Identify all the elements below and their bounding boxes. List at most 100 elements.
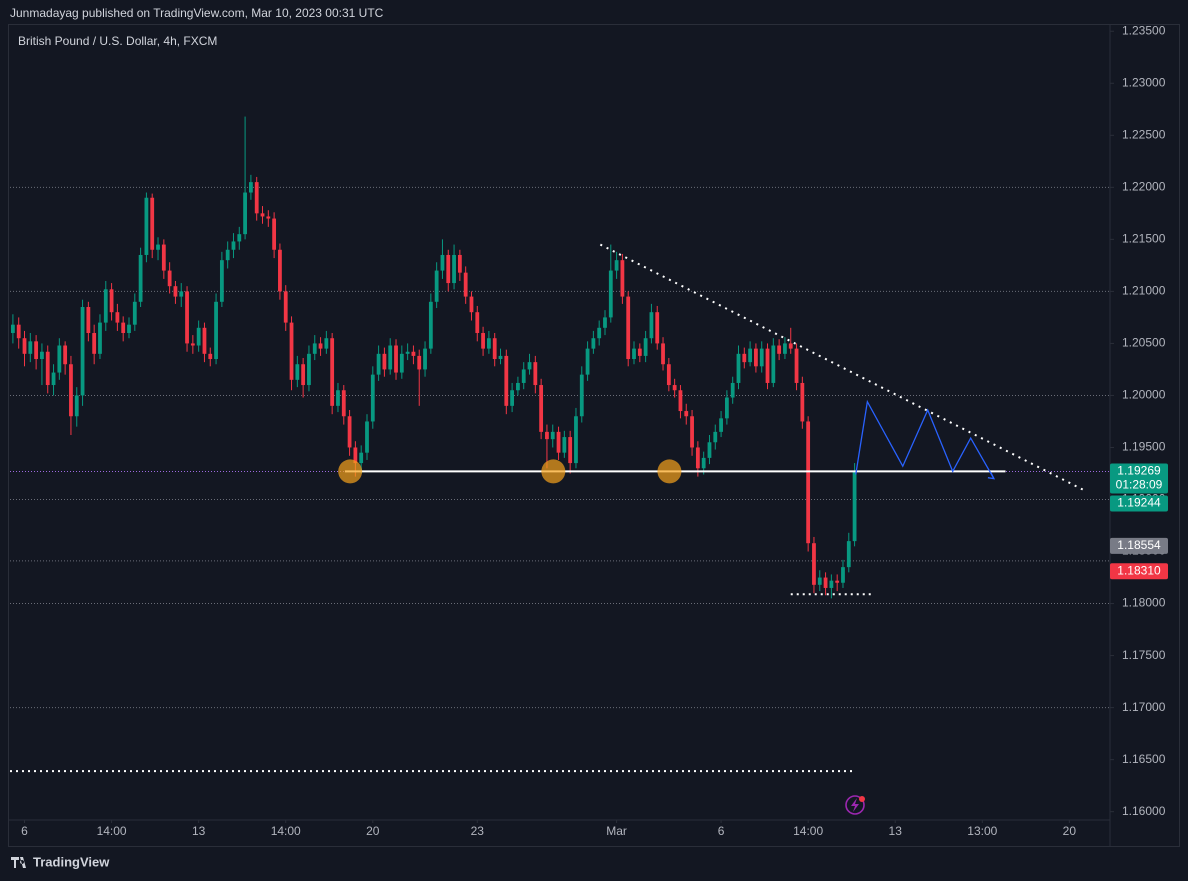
candle-body (806, 421, 811, 544)
candle-body (161, 244, 166, 271)
candle-body (533, 362, 538, 386)
candle-body (260, 213, 265, 217)
candle-body (16, 324, 21, 339)
candle-body (446, 254, 451, 284)
candle-body (417, 355, 422, 370)
y-tick-label: 1.17000 (1122, 700, 1166, 714)
candle-body (701, 457, 706, 469)
x-tick-label: 13 (192, 824, 206, 838)
plot (10, 116, 1110, 773)
x-tick-label: Mar (606, 824, 627, 838)
candle-body (724, 397, 729, 419)
candle-body (341, 390, 346, 417)
price-label: 1.19244 (1117, 496, 1161, 510)
candle-body (591, 338, 596, 349)
candle-body (411, 351, 416, 356)
candle-body (469, 296, 474, 313)
candle-body (777, 345, 782, 354)
candle-body (359, 452, 364, 464)
candle-body (457, 254, 462, 273)
candle-body (852, 471, 857, 542)
candle-body (231, 241, 236, 250)
candle-body (69, 364, 73, 417)
candle-body (672, 385, 677, 391)
candle-body (127, 324, 131, 334)
candle-body (266, 216, 271, 219)
y-tick-label: 1.18000 (1122, 596, 1166, 610)
candle-body (324, 338, 329, 349)
x-tick-label: 6 (718, 824, 725, 838)
candle-body (301, 364, 306, 386)
candle-body (115, 312, 120, 323)
candle-body (835, 580, 840, 583)
candle-body (423, 348, 427, 370)
candle-body (347, 416, 352, 448)
candle-body (219, 260, 224, 302)
projection-arrow (987, 472, 996, 480)
candle-body (208, 353, 213, 360)
candle-body (388, 345, 393, 370)
price-label: 1.19269 (1117, 464, 1161, 478)
candle-body (34, 341, 39, 360)
alert-icon (845, 795, 865, 815)
candle-body (248, 182, 253, 193)
candle-body (661, 343, 665, 365)
candle-body (695, 447, 700, 469)
candle-body (295, 364, 300, 380)
y-tick-label: 1.23500 (1122, 23, 1166, 37)
candle-body (632, 348, 636, 360)
candle-body (759, 348, 764, 367)
price-label: 1.18310 (1117, 563, 1161, 577)
y-tick-label: 1.19500 (1122, 440, 1166, 454)
candle-body (365, 421, 369, 453)
candle-body (707, 442, 712, 458)
candle-body (51, 372, 56, 386)
candle-body (754, 348, 758, 367)
price-label-box (1110, 563, 1168, 580)
countdown: 01:28:09 (1116, 478, 1163, 492)
candle-body (556, 431, 561, 453)
candle-body (713, 431, 718, 443)
candle-body (190, 343, 195, 346)
candle-body (765, 348, 770, 383)
candle-body (98, 322, 102, 354)
candle-body (138, 254, 143, 302)
candle-body (185, 291, 189, 344)
candle-body (179, 291, 184, 297)
candle-body (28, 341, 33, 354)
candle-body (527, 362, 532, 370)
candle-body (202, 327, 207, 354)
candle-body (562, 437, 567, 453)
candle-body (283, 291, 288, 323)
candle-body (603, 317, 607, 328)
candle-body (730, 382, 735, 398)
candle-body (173, 286, 178, 297)
y-tick-label: 1.23000 (1122, 75, 1166, 89)
candle-body (74, 395, 79, 417)
candle-body (196, 327, 201, 346)
candle-body (254, 182, 259, 214)
y-tick-label: 1.16500 (1122, 752, 1166, 766)
touch-marker (338, 459, 363, 484)
touch-marker (657, 459, 682, 484)
candle-body (719, 418, 723, 432)
candle-body (376, 353, 381, 375)
candle-body (394, 345, 398, 373)
candle-body (545, 431, 549, 440)
candle-body (475, 312, 480, 334)
candle-body (783, 343, 787, 354)
candle-body (80, 306, 85, 396)
candle-body (463, 272, 468, 297)
candle-body (539, 385, 544, 432)
x-tick-label: 23 (471, 824, 485, 838)
byline: Junmadayag published on TradingView.com,… (10, 6, 384, 20)
candle-body (690, 416, 694, 448)
candle-body (57, 345, 62, 373)
candle-body (272, 218, 277, 250)
x-tick-label: 20 (366, 824, 380, 838)
y-tick-label: 1.22000 (1122, 180, 1166, 194)
candle-body (626, 296, 631, 360)
candle-body (620, 260, 625, 297)
